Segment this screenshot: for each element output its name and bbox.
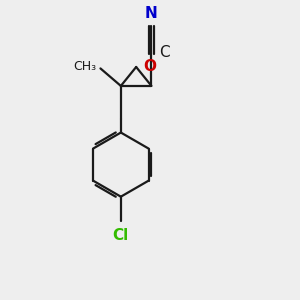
Text: C: C bbox=[160, 45, 170, 60]
Text: Cl: Cl bbox=[113, 228, 129, 243]
Text: N: N bbox=[145, 6, 158, 21]
Text: O: O bbox=[143, 59, 156, 74]
Text: CH₃: CH₃ bbox=[73, 61, 96, 74]
